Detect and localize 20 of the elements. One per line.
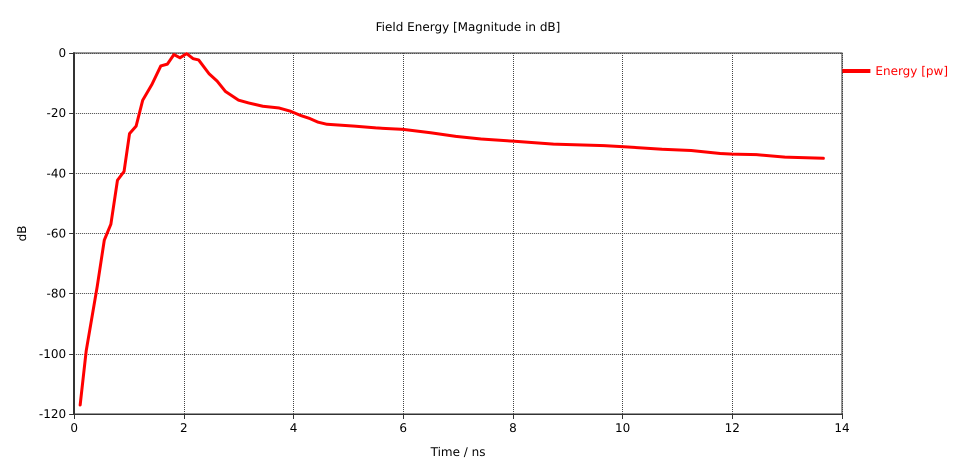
y-tick-label: -20 [46,106,66,120]
x-tick-label: 6 [399,421,408,435]
line-series [78,52,825,406]
chart-title: Field Energy [Magnitude in dB] [376,20,560,34]
y-tick-label: -100 [38,346,66,361]
y-tick-label: -80 [46,286,66,301]
y-axis-title: dB [15,226,29,242]
x-axis-title: Time / ns [430,445,486,459]
legend-label: Energy [pw] [875,64,948,78]
y-tick-label: -120 [38,407,66,421]
y-tick-label: -60 [46,226,66,240]
x-tick-label: 12 [724,421,740,435]
x-tick-label: 14 [834,421,850,435]
x-tick-label: 2 [180,421,188,435]
y-tick-label: 0 [58,46,66,60]
x-tick-label: 0 [70,421,78,435]
x-tick-label: 4 [290,421,298,435]
x-tick-label: 8 [509,421,517,435]
x-tick-label: 10 [614,421,630,435]
y-tick-label: -40 [46,166,66,180]
